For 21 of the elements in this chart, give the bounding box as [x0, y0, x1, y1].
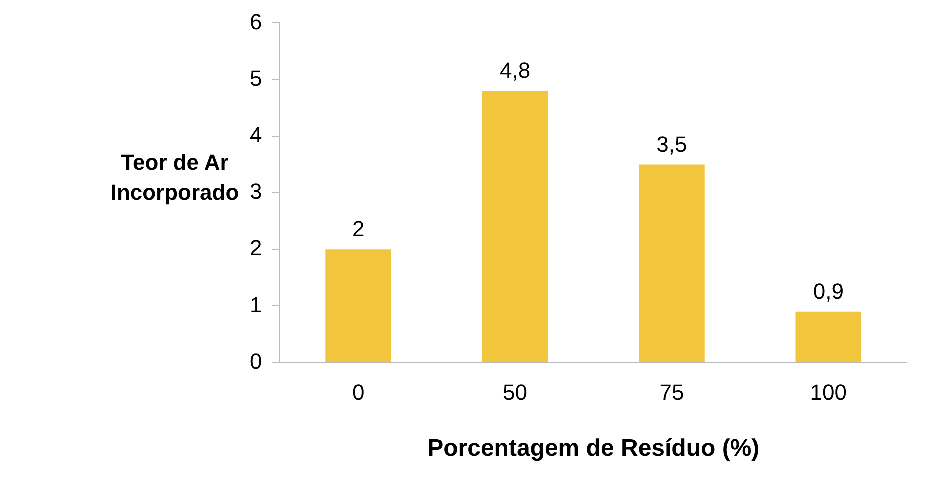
- bar: [639, 164, 705, 362]
- bar: [482, 91, 548, 362]
- data-label: 0,9: [813, 278, 844, 304]
- y-tick-label: 5: [250, 66, 262, 91]
- y-tick-label: 1: [250, 292, 262, 318]
- x-tick-label: 100: [810, 380, 848, 406]
- x-tick-label: 75: [660, 380, 684, 406]
- x-tick-label: 0: [352, 380, 365, 406]
- y-tick-label: 2: [250, 236, 262, 261]
- y-axis-title: Teor de Ar Incorporado: [110, 150, 240, 205]
- data-label: 3,5: [656, 132, 688, 157]
- data-label: 2: [352, 216, 365, 242]
- y-tick-label: 0: [250, 348, 262, 374]
- y-tick-label: 4: [250, 122, 262, 148]
- bar: [796, 312, 862, 362]
- y-tick-label: 6: [250, 9, 262, 34]
- y-tick-label: 3: [250, 179, 262, 204]
- x-axis-title: Porcentagem de Resíduo (%): [428, 435, 760, 462]
- x-tick-label: 50: [503, 380, 528, 406]
- bar: [326, 250, 392, 362]
- data-label: 4,8: [500, 58, 531, 84]
